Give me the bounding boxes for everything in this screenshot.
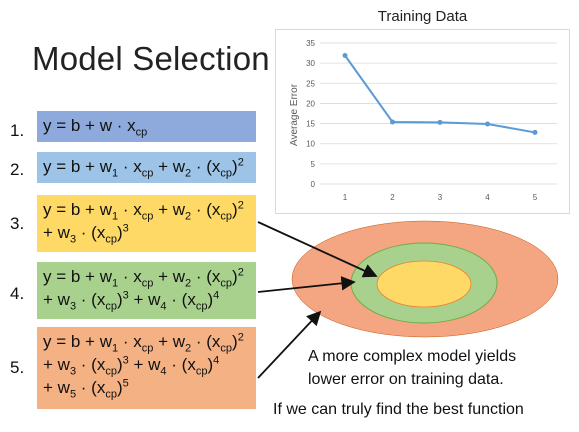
line-chart: 0 5 10 15 20 25 30 35 1 2 3 4 5 Average Error [289,39,557,202]
data-point [532,129,538,135]
y-tick-label: 10 [306,140,315,149]
model-number-1: 1. [10,121,25,140]
y-tick-label: 20 [306,99,315,108]
caption-line-3: If we can truly find the best function [273,401,524,418]
chart-title: Training Data [377,8,468,25]
arrow-model-5 [257,310,322,379]
y-tick-label: 35 [306,39,315,48]
x-tick-label: 5 [533,193,538,202]
model-4-formula: y = b + w1 · xcp + w2 · (xcp)2 + w3 · (x… [37,262,256,319]
y-tick-label: 30 [306,59,315,68]
data-point [437,119,443,125]
x-tick-label: 1 [343,193,348,202]
data-point [390,119,395,125]
y-tick-label: 5 [311,160,316,169]
model-2-formula: y = b + w1 · xcp + w2 · (xcp)2 [37,152,256,183]
x-tick-label: 2 [390,193,395,202]
chart-frame [275,29,570,214]
y-axis-label: Average Error [289,83,300,146]
x-tick-label: 4 [485,193,490,202]
x-tick-label: 3 [438,193,443,202]
model-5-formula: y = b + w1 · xcp + w2 · (xcp)2 + w3 · (x… [37,327,256,409]
caption-line-1: A more complex model yields [308,348,517,365]
model-number-5: 5. [10,358,25,377]
y-tick-label: 15 [306,120,315,129]
data-point [342,52,348,58]
model-3-formula: y = b + w1 · xcp + w2 · (xcp)2 + w3 · (x… [37,195,256,252]
inner-model-space-ellipse [376,260,472,308]
model-number-4: 4. [10,284,25,303]
model-number-3: 3. [10,214,25,233]
caption-line-2: lower error on training data. [308,371,504,388]
y-tick-label: 0 [311,180,316,189]
slide-title: Model Selection [32,40,270,77]
data-point [485,121,490,127]
model-number-2: 2. [10,160,25,179]
arrow-model-4 [257,276,356,293]
model-1-formula: y = b + w · xcp [37,111,256,142]
y-tick-label: 25 [306,79,315,88]
arrow-model-3 [257,221,378,278]
